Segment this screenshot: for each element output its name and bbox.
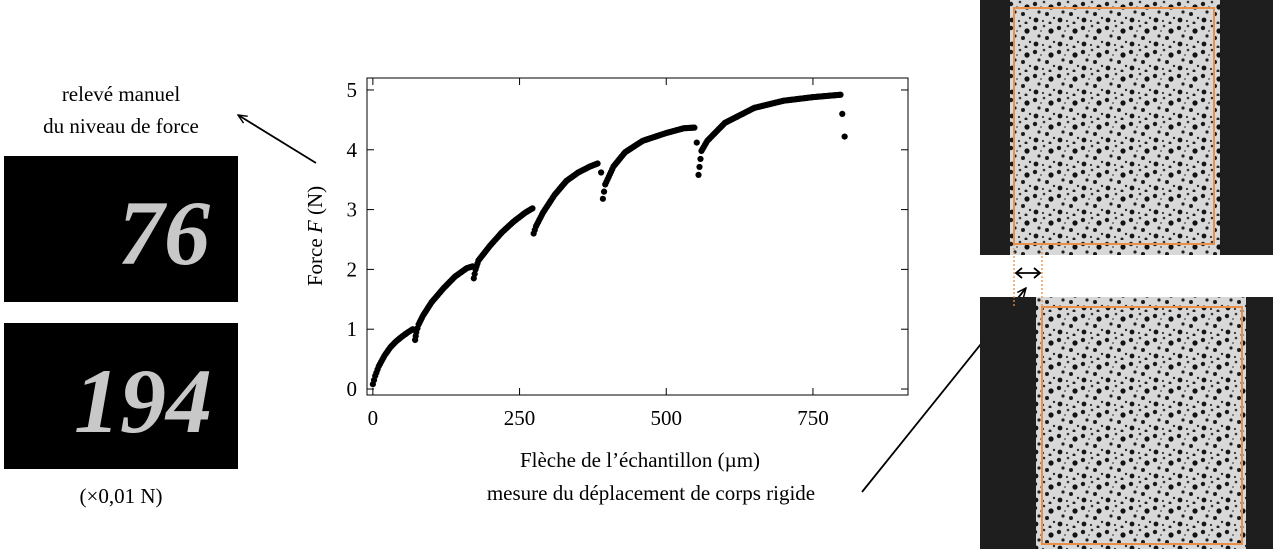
force-deflection-chart: 0 1 2 3 4 5 0 250 500 750 Flèche de l’échantillo… bbox=[303, 77, 909, 472]
y-tick-label: 4 bbox=[347, 138, 358, 162]
data-point-dense bbox=[696, 163, 703, 171]
speckle-image-top bbox=[980, 0, 1273, 255]
force-display-top-value: 76 bbox=[118, 182, 210, 284]
force-display-top bbox=[4, 156, 238, 302]
data-point bbox=[599, 195, 606, 202]
x-tick-label: 250 bbox=[504, 406, 536, 430]
x-tick-label: 500 bbox=[651, 406, 683, 430]
caption-arrow bbox=[238, 115, 317, 164]
y-tick-label: 1 bbox=[347, 317, 358, 341]
y-tick-label: 2 bbox=[347, 257, 358, 281]
force-display-bottom-value: 194 bbox=[74, 350, 212, 452]
x-tick-label: 750 bbox=[797, 406, 829, 430]
data-point-dense bbox=[697, 155, 704, 163]
y-tick-label: 5 bbox=[347, 78, 358, 102]
data-point bbox=[594, 160, 601, 167]
plot-frame bbox=[366, 77, 909, 396]
data-point bbox=[841, 133, 848, 140]
displacement-double-arrow bbox=[1014, 267, 1042, 279]
y-axis-label: Force F (N) bbox=[303, 186, 327, 286]
data-point bbox=[695, 171, 702, 178]
data-point bbox=[693, 139, 700, 146]
speckle-image-bottom bbox=[980, 297, 1273, 549]
x-axis-label: Flèche de l’échantillon (µm) bbox=[520, 448, 760, 472]
data-point bbox=[598, 169, 605, 176]
caption-line-2: du niveau de force bbox=[43, 114, 199, 138]
caption-line-1: relevé manuel bbox=[62, 82, 181, 106]
force-display-bottom bbox=[4, 323, 238, 469]
data-point bbox=[839, 110, 846, 117]
data-point bbox=[529, 205, 536, 212]
data-point bbox=[691, 124, 698, 131]
roi-box-bottom bbox=[1041, 306, 1243, 545]
roi-box-top bbox=[1013, 7, 1215, 245]
y-tick-label: 0 bbox=[347, 377, 358, 401]
data-point bbox=[837, 91, 844, 98]
unit-note: (×0,01 N) bbox=[80, 484, 163, 508]
data-point-dense bbox=[600, 188, 608, 195]
rigid-body-note: mesure du déplacement de corps rigide bbox=[487, 481, 815, 505]
y-tick-label: 3 bbox=[347, 198, 358, 222]
x-tick-label: 0 bbox=[368, 406, 379, 430]
